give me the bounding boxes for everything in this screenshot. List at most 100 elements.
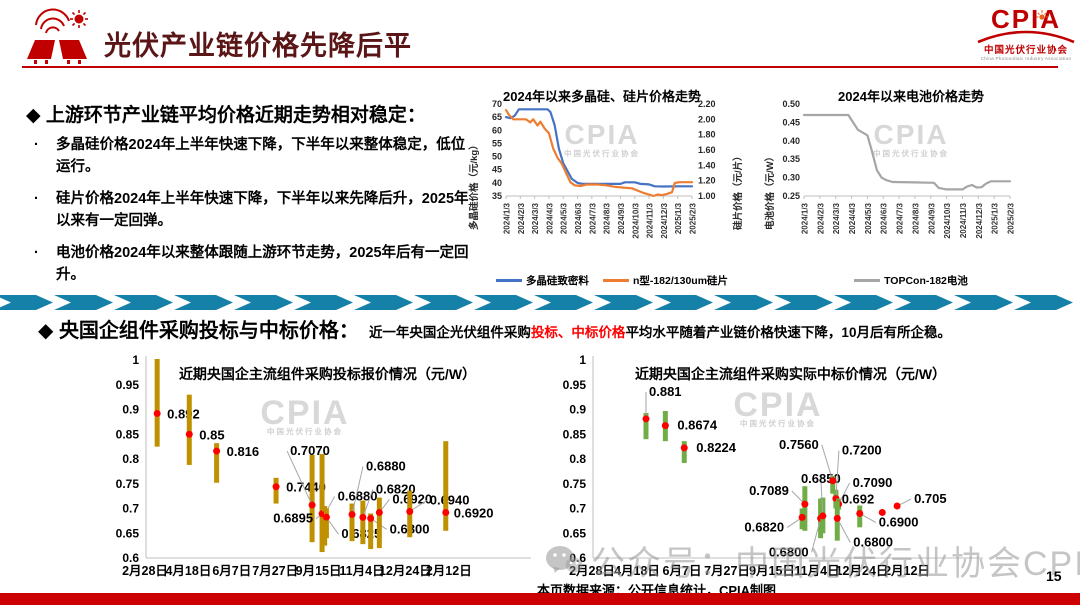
svg-text:1.20: 1.20 (698, 176, 716, 186)
legend-swatch (495, 279, 522, 282)
cpia-logo-cn: 中国光伏行业协会 (983, 45, 1068, 56)
page-title: 光伏产业链价格先降后平 (104, 31, 412, 61)
svg-text:50: 50 (492, 152, 502, 162)
svg-text:2024/2/3: 2024/2/3 (517, 202, 526, 234)
svg-text:0.35: 0.35 (782, 154, 800, 164)
svg-text:0.6: 0.6 (569, 551, 586, 565)
range-scatter-plot: 1 0.95 0.9 0.85 0.8 0.75 0.7 0.65 0.62月28日4月18日6… (563, 353, 983, 578)
svg-text:0.95: 0.95 (563, 378, 587, 392)
svg-text:2.20: 2.20 (698, 99, 716, 109)
svg-text:0.25: 0.25 (782, 191, 800, 201)
svg-text:12月24日: 12月24日 (379, 564, 432, 578)
svg-text:4月18日: 4月18日 (614, 564, 660, 578)
svg-text:2024/1/3: 2024/1/3 (503, 202, 512, 234)
wechat-watermark: 公众号：中国光伏行业协会CPIA (545, 536, 1080, 585)
svg-text:1.00: 1.00 (698, 191, 716, 201)
svg-text:0.9: 0.9 (122, 403, 139, 417)
legend-wafer: n型-182/130um硅片 (602, 273, 728, 288)
svg-text:0.6880: 0.6880 (366, 458, 406, 473)
svg-text:2.00: 2.00 (698, 114, 716, 124)
logo-arc (977, 30, 1075, 44)
svg-text:7月27日: 7月27日 (252, 564, 298, 578)
upstream-bullet-list: 多晶硅价格2024年上半年快速下降，下半年以来整体稳定，低位运行。 硅片价格20… (30, 134, 478, 296)
svg-text:0.816: 0.816 (227, 444, 260, 459)
svg-text:0.6895: 0.6895 (273, 511, 313, 526)
svg-text:0.30: 0.30 (782, 173, 800, 183)
page-number: 15 (1046, 568, 1062, 584)
svg-text:45: 45 (492, 165, 502, 175)
chart-bid-quotes: 近期央国企主流组件采购投标报价情况（元/W） 1 0.95 0.9 0.85 0.8 0.… (95, 352, 555, 580)
svg-text:2024/2/3: 2024/2/3 (816, 202, 825, 234)
svg-text:11月4日: 11月4日 (339, 564, 384, 578)
upstream-heading: ◆ 上游环节产业链平均价格近期走势相对稳定： (26, 105, 426, 126)
svg-text:0.75: 0.75 (116, 477, 140, 491)
svg-text:0.6920: 0.6920 (454, 505, 494, 520)
svg-text:2024/12/3: 2024/12/3 (975, 202, 984, 238)
svg-text:40: 40 (492, 178, 502, 188)
svg-text:65: 65 (492, 112, 502, 122)
svg-text:0.45: 0.45 (782, 117, 800, 127)
chart-title: 2024年以来多晶硅、硅片价格走势 (503, 89, 701, 104)
line-plot: 70 65 60 55 50 45 40 35 2.20 2.00 1.80 1.60 1.40 1.20… (492, 99, 716, 239)
svg-text:2024/1/3: 2024/1/3 (801, 202, 810, 234)
wechat-icon (546, 545, 583, 573)
svg-text:0.65: 0.65 (563, 526, 587, 540)
svg-text:4月18日: 4月18日 (165, 564, 211, 578)
svg-text:2024/10/3: 2024/10/3 (943, 202, 952, 238)
svg-text:0.7: 0.7 (569, 502, 586, 516)
svg-text:1: 1 (579, 353, 586, 367)
svg-text:1.80: 1.80 (698, 130, 716, 140)
svg-text:0.7200: 0.7200 (842, 443, 882, 458)
svg-text:2024/4/3: 2024/4/3 (545, 202, 554, 234)
svg-text:0.8: 0.8 (569, 452, 586, 466)
chart-poly-wafer-price: 2024年以来多晶硅、硅片价格走势 多晶硅价格（元/kg） 硅片价格（元/片） … (462, 84, 762, 290)
svg-text:1.60: 1.60 (698, 145, 716, 155)
svg-text:11月4日: 11月4日 (794, 564, 839, 578)
svg-text:0.6920: 0.6920 (392, 491, 432, 506)
chart-cell-price: 2024年以来电池价格走势 电池价格（元/W） 0.50 0.45 0.40 0.35… (756, 84, 1066, 290)
svg-text:0.9: 0.9 (569, 403, 586, 417)
svg-text:6月7日: 6月7日 (212, 564, 251, 578)
svg-text:2月12日: 2月12日 (884, 564, 930, 578)
bullet-polysilicon: 多晶硅价格2024年上半年快速下降，下半年以来整体稳定，低位运行。 (30, 134, 478, 179)
svg-text:0.6820: 0.6820 (376, 481, 416, 496)
svg-text:2025/1/3: 2025/1/3 (674, 202, 683, 234)
chart-title: 2024年以来电池价格走势 (838, 89, 984, 104)
chart-legend: TOPCon-182电池 (756, 273, 1066, 288)
svg-text:2024/11/3: 2024/11/3 (959, 202, 968, 238)
svg-text:2024/9/3: 2024/9/3 (927, 202, 936, 234)
svg-text:2024/10/3: 2024/10/3 (631, 202, 640, 238)
svg-text:0.65: 0.65 (116, 526, 140, 540)
bid-section-heading: ◆ 央国企组件采购投标与中标价格： (38, 320, 359, 342)
svg-text:0.692: 0.692 (842, 491, 875, 506)
svg-text:2024/7/3: 2024/7/3 (896, 202, 905, 234)
svg-text:2月12日: 2月12日 (426, 564, 472, 578)
svg-text:2024/12/3: 2024/12/3 (660, 202, 669, 238)
bid-desc-highlight: 投标、中标价格 (530, 325, 626, 340)
sun-icon (1035, 0, 1049, 26)
svg-text:6月7日: 6月7日 (663, 564, 702, 578)
cpia-logo: CPIA 中国光伏行业协会 China Photovoltaic Industr… (975, 6, 1077, 61)
svg-text:0.6800: 0.6800 (853, 534, 893, 549)
svg-text:2025/2/3: 2025/2/3 (689, 202, 698, 234)
svg-text:0.75: 0.75 (563, 477, 587, 491)
solar-panel-icon (26, 8, 92, 73)
svg-text:2025/2/3: 2025/2/3 (1007, 202, 1016, 234)
cpia-logo-text: CPIA (975, 6, 1077, 32)
svg-text:2024/6/3: 2024/6/3 (574, 202, 583, 234)
legend-swatch (602, 279, 629, 282)
svg-text:2024/8/3: 2024/8/3 (911, 202, 920, 234)
svg-text:2024/5/3: 2024/5/3 (560, 202, 569, 234)
svg-text:55: 55 (492, 138, 502, 148)
svg-text:70: 70 (492, 99, 502, 109)
svg-text:0.6900: 0.6900 (879, 514, 919, 529)
svg-text:1: 1 (132, 353, 139, 367)
svg-text:0.6: 0.6 (122, 551, 139, 565)
svg-text:0.8: 0.8 (122, 452, 139, 466)
svg-text:9月15日: 9月15日 (296, 564, 342, 578)
svg-text:0.8674: 0.8674 (677, 418, 718, 433)
svg-text:2024/11/3: 2024/11/3 (646, 202, 655, 238)
svg-text:2024/8/3: 2024/8/3 (603, 202, 612, 234)
